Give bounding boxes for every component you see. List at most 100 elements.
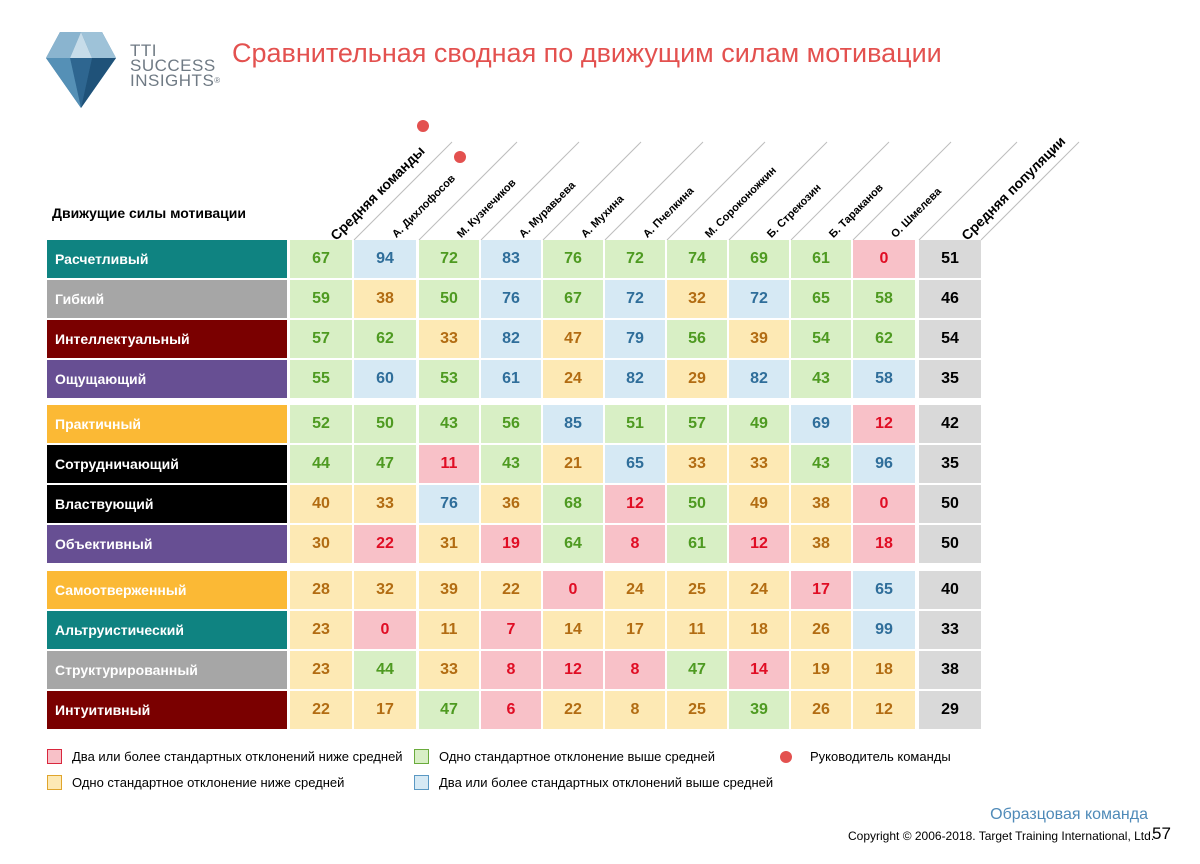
score-cell: 12	[543, 651, 603, 689]
score-cell: 18	[853, 651, 915, 689]
row-label: Ощущающий	[47, 360, 287, 398]
column-header-text: М. Кузнечиков	[455, 176, 519, 241]
score-cell: 49	[729, 485, 789, 523]
score-cell: 51	[605, 405, 665, 443]
team-average-cell: 40	[290, 485, 352, 523]
column-header-text: А. Муравьева	[517, 179, 579, 241]
score-cell: 44	[354, 651, 416, 689]
column-header-text: Б. Стрекозин	[765, 181, 824, 241]
population-average-cell: 51	[919, 240, 981, 278]
score-cell: 33	[667, 445, 727, 483]
score-cell: 19	[791, 651, 851, 689]
row-label: Альтруистический	[47, 611, 287, 649]
row-label: Интуитивный	[47, 691, 287, 729]
score-cell: 49	[729, 405, 789, 443]
row-label: Интеллектуальный	[47, 320, 287, 358]
score-cell: 11	[667, 611, 727, 649]
score-cell: 32	[354, 571, 416, 609]
score-cell: 72	[729, 280, 789, 318]
score-cell: 39	[729, 320, 789, 358]
score-cell: 47	[354, 445, 416, 483]
population-average-cell: 50	[919, 525, 981, 563]
score-cell: 65	[791, 280, 851, 318]
score-cell: 58	[853, 280, 915, 318]
score-cell: 8	[605, 691, 665, 729]
score-cell: 58	[853, 360, 915, 398]
population-average-cell: 29	[919, 691, 981, 729]
team-average-cell: 67	[290, 240, 352, 278]
score-cell: 65	[853, 571, 915, 609]
score-cell: 19	[481, 525, 541, 563]
team-average-cell: 22	[290, 691, 352, 729]
row-label: Сотрудничающий	[47, 445, 287, 483]
score-cell: 0	[543, 571, 603, 609]
score-cell: 12	[729, 525, 789, 563]
score-cell: 69	[791, 405, 851, 443]
team-average-cell: 28	[290, 571, 352, 609]
population-average-cell: 35	[919, 360, 981, 398]
score-cell: 8	[481, 651, 541, 689]
logo-line: INSIGHTS®	[130, 71, 221, 90]
column-header-text: Б. Тараканов	[827, 181, 886, 241]
population-average-cell: 35	[919, 445, 981, 483]
column-header-text: А. Дихлофосов	[390, 172, 458, 241]
score-cell: 38	[354, 280, 416, 318]
row-label: Практичный	[47, 405, 287, 443]
score-cell: 85	[543, 405, 603, 443]
legend-high2: Два или более стандартных отклонений выш…	[414, 775, 773, 790]
population-average-cell: 50	[919, 485, 981, 523]
score-cell: 43	[481, 445, 541, 483]
score-cell: 22	[354, 525, 416, 563]
score-cell: 21	[543, 445, 603, 483]
score-cell: 17	[791, 571, 851, 609]
score-cell: 79	[605, 320, 665, 358]
score-cell: 50	[419, 280, 479, 318]
score-cell: 43	[419, 405, 479, 443]
legend-label: Одно стандартное отклонение выше средней	[439, 749, 715, 764]
team-name: Образцовая команда	[990, 806, 1148, 823]
score-cell: 33	[419, 651, 479, 689]
registered-mark: ®	[214, 76, 221, 85]
score-cell: 72	[605, 280, 665, 318]
population-average-cell: 46	[919, 280, 981, 318]
row-label: Гибкий	[47, 280, 287, 318]
score-cell: 32	[667, 280, 727, 318]
column-header-text: А. Пчелкина	[641, 184, 697, 241]
score-cell: 83	[481, 240, 541, 278]
legend-label: Два или более стандартных отклонений ниж…	[72, 749, 403, 764]
legend-label: Одно стандартное отклонение ниже средней	[72, 775, 345, 790]
legend-low1: Одно стандартное отклонение ниже средней	[47, 775, 344, 790]
score-cell: 56	[667, 320, 727, 358]
legend-high1: Одно стандартное отклонение выше средней	[414, 749, 715, 764]
legend-label: Два или более стандартных отклонений выш…	[439, 775, 774, 790]
legend-swatch-low1	[47, 775, 62, 790]
tti-logo: TTI SUCCESS INSIGHTS®	[46, 24, 236, 114]
score-cell: 61	[667, 525, 727, 563]
copyright: Copyright © 2006-2018. Target Training I…	[848, 829, 1155, 843]
score-cell: 82	[729, 360, 789, 398]
page-title: Сравнительная сводная по движущим силам …	[232, 38, 942, 68]
score-cell: 8	[605, 651, 665, 689]
row-label: Объективный	[47, 525, 287, 563]
score-cell: 39	[419, 571, 479, 609]
score-cell: 24	[729, 571, 789, 609]
score-cell: 60	[354, 360, 416, 398]
score-cell: 56	[481, 405, 541, 443]
score-cell: 47	[667, 651, 727, 689]
column-header-text: Средняя команды	[327, 142, 428, 244]
score-cell: 26	[791, 691, 851, 729]
score-cell: 29	[667, 360, 727, 398]
leader-dot-icon	[780, 750, 792, 763]
leader-dot-icon	[417, 120, 429, 132]
column-header-text: Средняя популяции	[958, 133, 1069, 244]
score-cell: 18	[729, 611, 789, 649]
team-average-cell: 52	[290, 405, 352, 443]
score-cell: 18	[853, 525, 915, 563]
legend-low2: Два или более стандартных отклонений ниж…	[47, 749, 403, 764]
logo-text: TTI SUCCESS INSIGHTS®	[130, 42, 221, 90]
score-cell: 36	[481, 485, 541, 523]
score-cell: 50	[354, 405, 416, 443]
score-cell: 14	[729, 651, 789, 689]
score-cell: 76	[543, 240, 603, 278]
score-cell: 25	[667, 691, 727, 729]
